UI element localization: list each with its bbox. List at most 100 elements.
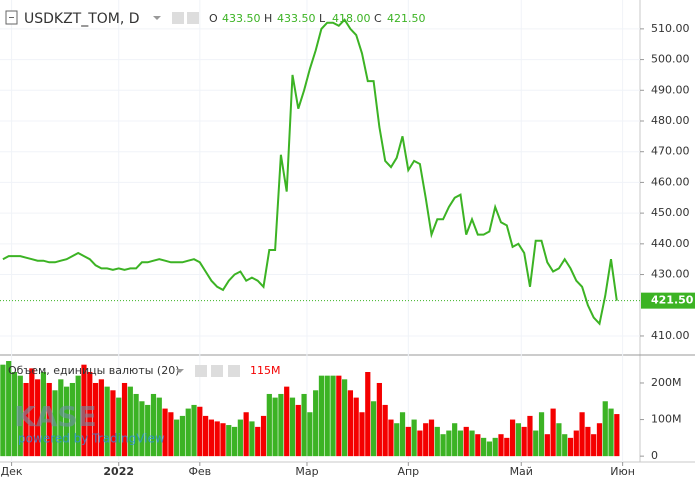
ohlc-key: C <box>374 12 382 25</box>
volume-bar <box>75 375 81 457</box>
volume-bar <box>284 386 290 457</box>
volume-bar <box>376 382 382 457</box>
settings-icon[interactable] <box>211 365 223 377</box>
volume-bar <box>608 408 614 457</box>
volume-bar <box>116 397 122 457</box>
volume-bar <box>370 401 377 457</box>
volume-bar <box>330 375 336 457</box>
ohlc-value: 418.00 <box>332 12 371 25</box>
volume-bar <box>23 382 29 457</box>
volume-bar <box>538 412 545 457</box>
eye-icon[interactable] <box>195 365 207 377</box>
volume-bar <box>469 430 475 457</box>
y-tick-label: 0 <box>651 449 658 462</box>
volume-bar <box>423 423 429 457</box>
volume-bar <box>399 412 406 457</box>
volume-bar <box>544 434 550 457</box>
volume-bar <box>6 361 12 457</box>
volume-bar <box>249 421 255 457</box>
ohlc-key: H <box>264 12 272 25</box>
volume-bar <box>255 426 261 457</box>
x-tick-label: Май <box>510 465 533 478</box>
volume-bar <box>591 434 597 457</box>
y-tick-label: 470.00 <box>651 145 690 158</box>
volume-bar <box>197 406 203 457</box>
volume-bar <box>226 425 232 457</box>
volume-title: Объем, единицы валюты (20) <box>8 364 180 377</box>
y-tick-label: 100M <box>651 413 682 426</box>
volume-bar <box>405 426 411 457</box>
volume-bar <box>440 434 446 457</box>
dropdown-arrow[interactable] <box>153 16 161 20</box>
volume-bar <box>231 426 238 457</box>
volume-bar <box>52 390 58 457</box>
x-tick-label: Фев <box>188 465 211 478</box>
volume-bar <box>504 437 510 457</box>
volume-bar <box>237 419 243 457</box>
volume-bar <box>452 423 458 457</box>
volume-bar <box>556 423 562 457</box>
eye-icon[interactable] <box>172 12 184 24</box>
dropdown-arrow[interactable] <box>176 369 184 373</box>
ohlc-key: L <box>319 12 326 25</box>
volume-bar <box>336 375 342 457</box>
volume-bar <box>127 386 133 457</box>
volume-bar <box>527 415 533 457</box>
y-tick-label: 430.00 <box>651 268 690 281</box>
x-tick-label: 2022 <box>103 465 134 478</box>
volume-bar <box>220 423 226 457</box>
volume-bar <box>446 430 452 457</box>
volume-bar <box>318 375 325 457</box>
x-tick-label: Июн <box>610 465 635 478</box>
volume-bar <box>17 375 23 457</box>
volume-bar <box>475 434 481 457</box>
y-tick-label: 500.00 <box>651 53 690 66</box>
volume-bar <box>567 437 574 457</box>
volume-bar <box>92 382 99 457</box>
ohlc-value: 421.50 <box>387 12 426 25</box>
volume-bar <box>428 419 435 457</box>
y-tick-label: 490.00 <box>651 83 690 96</box>
volume-bar <box>342 379 348 457</box>
ohlc-key: O <box>209 12 218 25</box>
volume-bar <box>486 441 493 457</box>
y-tick-label: 440.00 <box>651 237 690 250</box>
volume-bar <box>394 423 400 457</box>
volume-value: 115M <box>250 364 281 377</box>
settings-icon[interactable] <box>187 12 199 24</box>
x-tick-label: Дек <box>1 465 23 478</box>
volume-bar <box>509 419 516 457</box>
volume-bar <box>40 372 47 457</box>
close-icon[interactable] <box>228 365 240 377</box>
volume-bar <box>434 426 440 457</box>
volume-bar <box>98 379 104 457</box>
volume-bar <box>313 390 319 457</box>
volume-bar <box>133 393 139 457</box>
volume-bar <box>272 397 278 457</box>
volume-bar <box>11 372 18 457</box>
volume-bar <box>139 401 145 457</box>
ohlc-value: 433.50 <box>277 12 316 25</box>
volume-bar <box>162 408 168 457</box>
volume-bar <box>168 412 174 457</box>
volume-bar <box>481 437 487 457</box>
watermark-logo: KASE <box>14 400 97 433</box>
volume-bar <box>156 397 162 457</box>
volume-bar <box>29 368 35 457</box>
volume-bar <box>457 430 464 457</box>
volume-bar <box>562 434 568 457</box>
volume-bar <box>365 372 371 457</box>
volume-bar <box>585 426 591 457</box>
volume-bar <box>35 379 41 457</box>
volume-bar <box>266 393 272 457</box>
last-price-box <box>641 292 695 309</box>
volume-bar <box>417 430 423 457</box>
price-line <box>2 18 618 326</box>
volume-bar <box>521 426 527 457</box>
volume-bar <box>596 423 603 457</box>
symbol-title: USDKZT_TOM, D <box>24 11 140 27</box>
volume-bar <box>243 412 249 457</box>
volume-bar <box>347 390 354 457</box>
